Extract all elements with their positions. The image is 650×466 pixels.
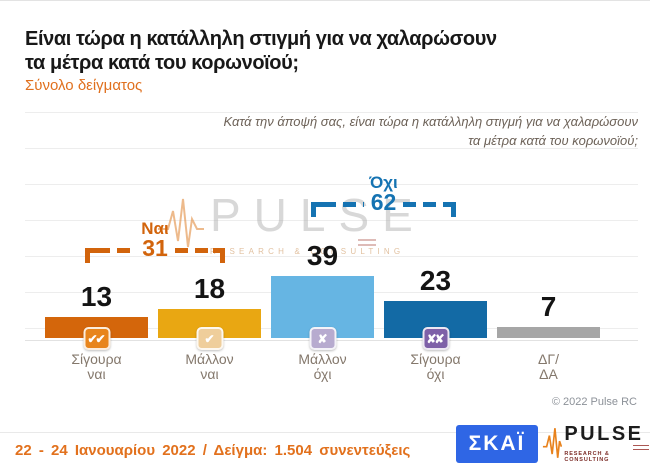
bracket-dashes — [174, 248, 213, 253]
bracket-corner-right — [213, 248, 225, 263]
skai-logo: ΣΚΑΪ — [456, 425, 538, 463]
bracket-dashes — [403, 202, 444, 207]
gridline — [25, 220, 638, 221]
bar-value-label: 7 — [540, 290, 557, 322]
group-no-bracket: 62 — [311, 189, 456, 218]
category-label: Μάλλον όχι — [298, 351, 347, 382]
group-yes-bracket: 31 — [85, 235, 225, 264]
group-yes-label: Ναι — [141, 219, 169, 238]
category-label: Σίγουρα ναι — [71, 351, 122, 382]
category-label: Μάλλον ναι — [185, 351, 234, 382]
pulse-logo-tagline: RESEARCH & CONSULTING — [564, 450, 610, 463]
bar-column-dg-da: 7 ΔΓ/ ΔΑ — [497, 1, 600, 466]
group-no-label: Όχι — [369, 173, 398, 192]
bar-column-sigoura-ochi: 23 ✘✘ Σίγουρα όχι — [384, 1, 487, 466]
bar-column-sigoura-nai: 13 ✔✔ Σίγουρα ναι — [45, 1, 148, 466]
group-no-value: 62 — [370, 189, 397, 215]
bracket-corner-left — [311, 202, 323, 217]
bar-column-mallon-ochi: 39 ✘ Μάλλον όχι — [271, 1, 374, 466]
check-icon: ✔ — [196, 327, 223, 350]
pulse-mini-mark — [358, 239, 376, 246]
gridline — [25, 112, 638, 113]
bracket-corner-right — [444, 202, 456, 217]
pulse-mini-mark — [633, 444, 649, 450]
bar-value-label: 39 — [306, 239, 339, 271]
title-line-1: Είναι τώρα η κατάλληλη στιγμή για να χαλ… — [25, 28, 497, 50]
group-no: Όχι 62 — [311, 173, 456, 218]
watermark-tagline: RESEARCH & CONSULTING — [210, 247, 405, 256]
group-yes: Ναι 31 — [85, 219, 225, 264]
question-line-1: Κατά την άποψή σας, είναι τώρα η κατάλλη… — [223, 114, 638, 129]
pulse-logo-text: PULSE — [564, 422, 644, 445]
bar-value-label: 18 — [193, 273, 226, 305]
bracket-dashes — [97, 248, 136, 253]
skai-logo-text: ΣΚΑΪ — [468, 432, 526, 455]
category-label: ΔΓ/ ΔΑ — [538, 351, 559, 382]
x-icon: ✘ — [309, 327, 336, 350]
sample-subtitle: Σύνολο δείγματος — [25, 77, 143, 94]
double-x-icon: ✘✘ — [422, 327, 449, 350]
gridline — [25, 184, 638, 185]
waveform-icon — [158, 198, 204, 248]
footer-divider — [0, 432, 650, 433]
question-line-2: τα μέτρα κατά του κορωνοϊού; — [468, 133, 638, 148]
gridline — [25, 256, 638, 257]
title-line-2: τα μέτρα κατά του κορωνοϊού; — [25, 52, 299, 74]
bracket-dashes — [323, 202, 364, 207]
group-yes-value: 31 — [142, 235, 168, 261]
waveform-icon — [542, 428, 563, 458]
page-title: Είναι τώρα η κατάλληλη στιγμή για να χαλ… — [25, 27, 497, 75]
fieldwork-footer: 22 - 24 Ιανουαρίου 2022 / Δείγμα: 1.504 … — [15, 442, 411, 459]
category-label: Σίγουρα όχι — [410, 351, 461, 382]
double-check-icon: ✔✔ — [83, 327, 110, 350]
bar-value-label: 23 — [419, 265, 452, 297]
bar-dg-da — [497, 326, 600, 338]
bracket-corner-left — [85, 248, 97, 263]
survey-question: Κατά την άποψή σας, είναι τώρα η κατάλλη… — [224, 112, 638, 150]
gridline — [25, 148, 638, 149]
pulse-logo: PULSE RESEARCH & CONSULTING — [542, 423, 650, 463]
copyright-note: © 2022 Pulse RC — [551, 396, 637, 408]
bar-column-mallon-nai: 18 ✔ Μάλλον ναι — [158, 1, 261, 466]
bar-value-label: 13 — [80, 281, 113, 313]
